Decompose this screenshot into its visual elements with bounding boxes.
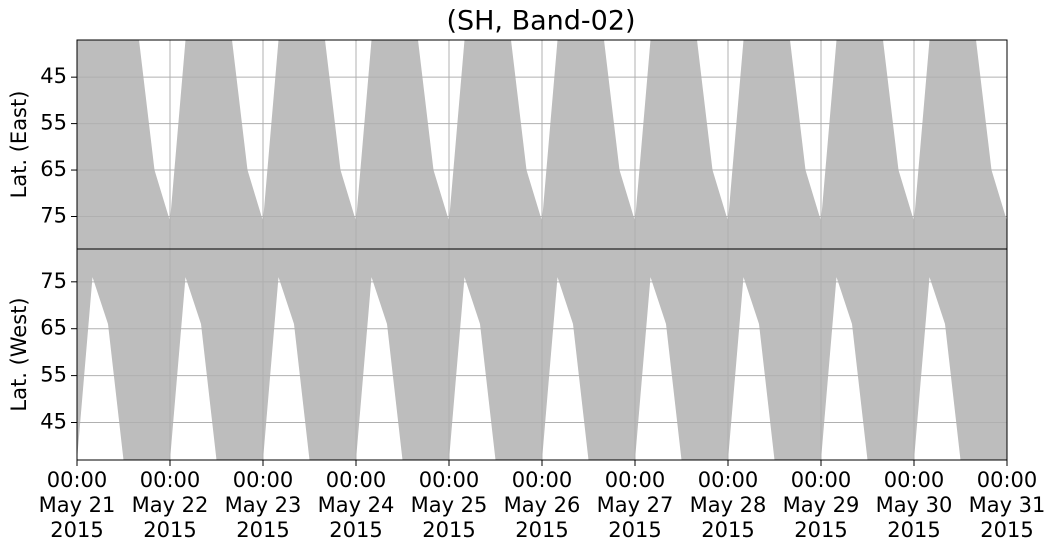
x-tick-label: 00:00 May 25 2015 [410, 468, 488, 542]
y-tick-label: 45 [40, 64, 67, 88]
chart-title: (SH, Band-02) [446, 6, 635, 37]
y-tick-label: 65 [40, 316, 67, 340]
x-tick-label: 00:00 May 28 2015 [689, 468, 767, 542]
y-tick-label: 55 [40, 363, 67, 387]
x-tick-label: 00:00 May 30 2015 [875, 468, 953, 542]
y-tick-label: 75 [40, 203, 67, 227]
y-axis-label: Lat. (West) [7, 297, 31, 411]
x-tick-label: 00:00 May 24 2015 [317, 468, 395, 542]
x-tick-label: 00:00 May 23 2015 [224, 468, 302, 542]
coverage-area [77, 40, 1007, 249]
y-tick-label: 45 [40, 409, 67, 433]
y-axis-label: Lat. (East) [7, 91, 31, 199]
y-tick-label: 75 [40, 269, 67, 293]
x-tick-label: 00:00 May 27 2015 [596, 468, 674, 542]
x-tick-label: 00:00 May 21 2015 [38, 468, 116, 542]
x-tick-label: 00:00 May 26 2015 [503, 468, 581, 542]
y-tick-label: 55 [40, 111, 67, 135]
x-tick-label: 00:00 May 29 2015 [782, 468, 860, 542]
x-tick-label: 00:00 May 31 2015 [968, 468, 1046, 542]
x-tick-label: 00:00 May 22 2015 [131, 468, 209, 542]
y-tick-label: 65 [40, 157, 67, 181]
